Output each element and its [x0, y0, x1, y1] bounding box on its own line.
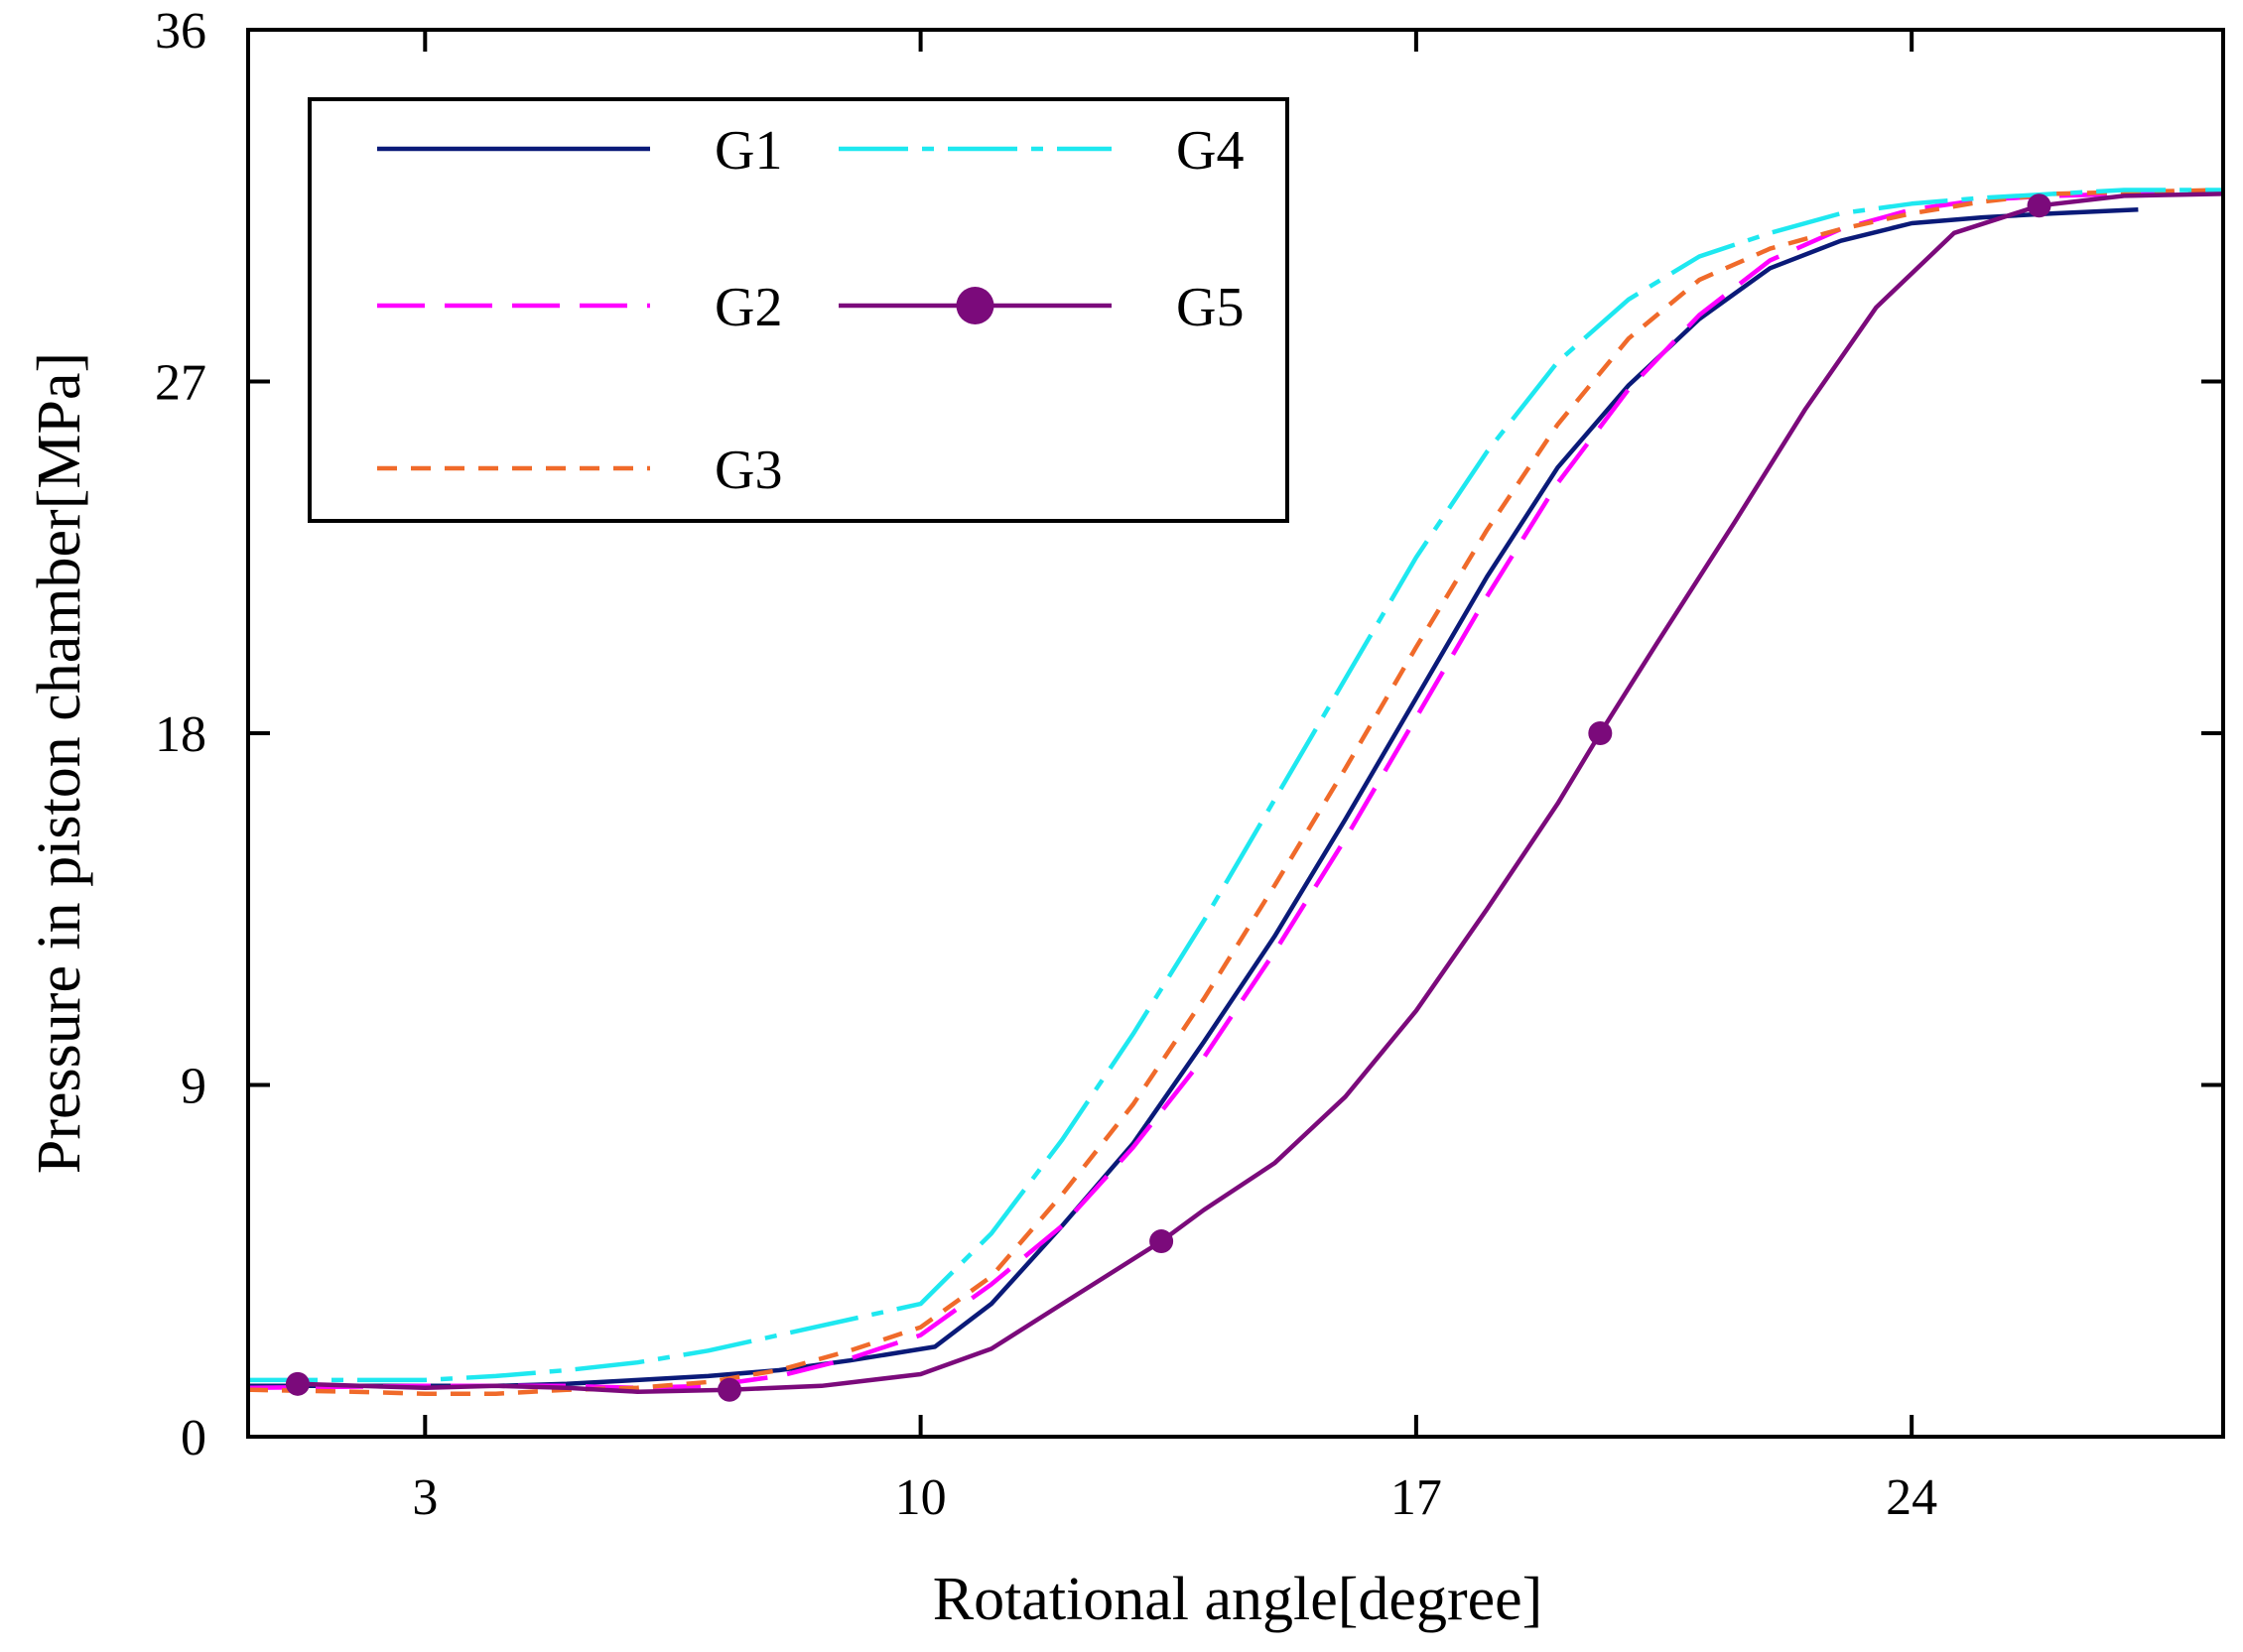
data-point-g5-1	[718, 1377, 742, 1402]
data-point-g5-2	[1149, 1229, 1174, 1254]
legend-label-g3: G3	[715, 440, 782, 501]
y-tick-label: 18	[155, 706, 206, 763]
legend-label-g5: G5	[1176, 277, 1244, 338]
legend-item-g1: G1	[377, 120, 782, 182]
series-g1	[248, 206, 2139, 1389]
x-tick-label: 24	[1886, 1469, 1937, 1526]
series-line-g5	[297, 191, 2224, 1394]
legend-label-g2: G2	[715, 277, 782, 338]
x-tick-label: 3	[412, 1469, 438, 1526]
axes-layer: 3 10 17 24 0 9 18 27 36	[155, 3, 2225, 1526]
legend-item-g3: G3	[377, 440, 782, 501]
data-point-g5-4	[2027, 193, 2051, 218]
series-layer	[247, 188, 2224, 1402]
y-tick-label: 27	[155, 355, 206, 412]
y-tick-label: 36	[155, 3, 206, 60]
y-tick-label: 0	[181, 1410, 206, 1466]
data-point-g5-3	[1588, 721, 1613, 745]
legend-item-g2: G2	[377, 277, 782, 338]
legend-box	[308, 97, 1289, 523]
x-axis-title: Rotational angle[degree]	[933, 1566, 1543, 1633]
legend-label-g1: G1	[715, 120, 782, 182]
legend: G1 G2 G3 G4 G5	[308, 97, 1289, 523]
series-g5	[285, 191, 2224, 1402]
y-axis-title: Pressure in piston chamber[MPa]	[26, 352, 93, 1174]
series-line-g1	[248, 206, 2139, 1389]
legend-marker-g5	[956, 287, 994, 324]
legend-item-g5: G5	[839, 277, 1244, 338]
data-point-g5-0	[285, 1371, 310, 1396]
series-g4	[248, 188, 2223, 1383]
legend-label-g4: G4	[1176, 120, 1244, 182]
x-tick-label: 17	[1390, 1469, 1442, 1526]
series-line-g4	[248, 188, 2223, 1383]
x-tick-label: 10	[895, 1469, 947, 1526]
legend-item-g4: G4	[839, 120, 1244, 182]
y-tick-label: 9	[181, 1059, 206, 1115]
